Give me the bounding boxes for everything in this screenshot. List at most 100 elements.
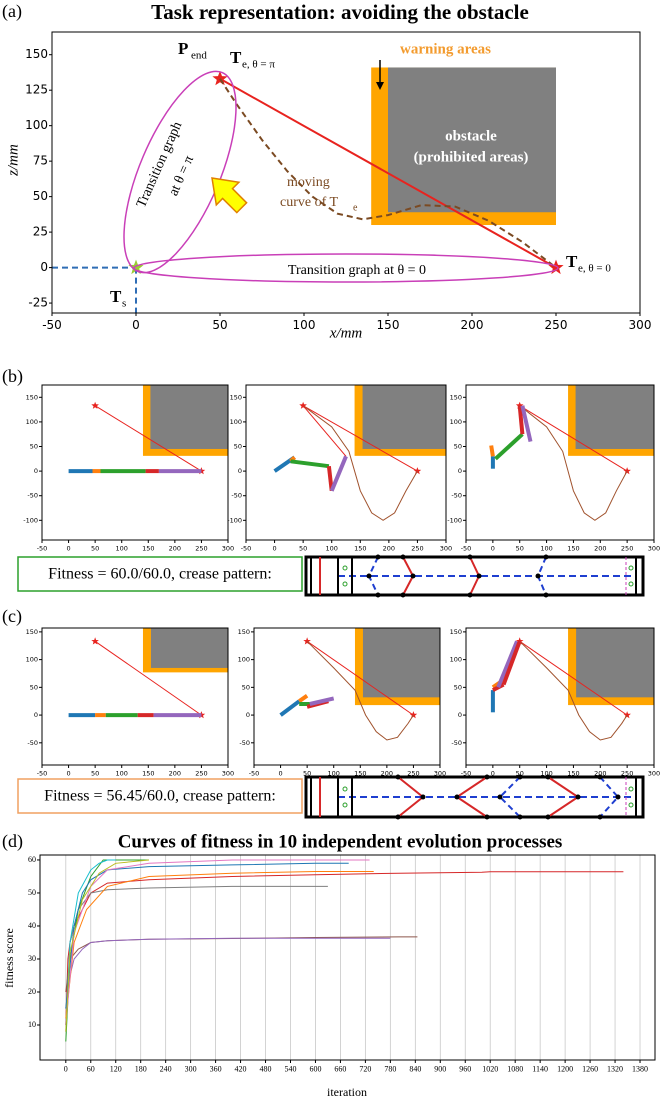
annotation: e [353, 202, 358, 213]
series-line [302, 405, 418, 472]
y-tick-label: -50 [27, 739, 38, 747]
crease-vertex [615, 794, 621, 800]
x-tick-label: 0 [67, 545, 71, 553]
crease-vertex [497, 794, 503, 800]
series-line [298, 694, 309, 703]
y-tick-label: 150 [450, 628, 462, 636]
crease-vertex [535, 573, 541, 579]
x-tick-label: 300 [648, 770, 660, 778]
y-tick-label: 125 [25, 83, 48, 97]
x-tick-label: 0 [279, 770, 283, 778]
x-tick-label: 250 [407, 770, 419, 778]
series-line [501, 640, 522, 686]
x-tick-label: 50 [212, 318, 227, 332]
crease-marker [342, 802, 348, 808]
obstacle-area [150, 385, 228, 449]
y-tick-label: -50 [451, 739, 462, 747]
x-tick-label: 1140 [532, 1064, 548, 1073]
crease-vertex [375, 592, 381, 598]
star-marker [91, 637, 99, 645]
x-tick-label: 300 [222, 545, 234, 553]
x-tick-label: 150 [567, 545, 579, 553]
series-line [519, 640, 628, 716]
y-tick-label: -25 [28, 296, 48, 310]
series-line [65, 859, 116, 1026]
x-tick-label: 1260 [582, 1064, 598, 1073]
x-tick-label: 660 [334, 1064, 346, 1073]
panel-label: (c) [2, 606, 22, 627]
x-axis-label: iteration [327, 1085, 367, 1099]
series-line [491, 682, 505, 692]
y-tick-label: 150 [26, 393, 38, 401]
crease-vertex [467, 554, 473, 560]
y-tick-label: 10 [28, 1020, 36, 1029]
star-marker [623, 467, 631, 475]
x-tick-label: 480 [260, 1064, 272, 1073]
panel-label: (b) [2, 366, 23, 387]
x-tick-label: 250 [621, 770, 633, 778]
x-tick-label: 780 [384, 1064, 396, 1073]
crease-vertex [420, 794, 426, 800]
series-line [219, 77, 557, 269]
x-tick-label: 0 [67, 770, 71, 778]
crease-vertex [517, 814, 523, 820]
crease-vertex [400, 592, 406, 598]
annotation: s [122, 298, 126, 310]
series-line [494, 432, 524, 461]
obstacle-area [150, 628, 228, 668]
crease-vertex [395, 814, 401, 820]
series-line [302, 405, 418, 521]
y-tick-label: 100 [26, 418, 38, 426]
annotations: P end T e, θ = π warning areas obstacle … [17, 39, 645, 820]
y-tick-label: 0 [458, 711, 462, 719]
obstacle-area [576, 628, 654, 698]
x-tick-label: 600 [309, 1064, 321, 1073]
series-line [489, 445, 495, 457]
y-tick-label: 0 [40, 260, 48, 274]
series-line [329, 455, 348, 492]
crease-vertex [484, 814, 490, 820]
y-tick-label: 100 [25, 118, 48, 132]
x-tick-label: -50 [461, 770, 472, 778]
x-tick-label: -50 [37, 770, 48, 778]
series-line [309, 696, 335, 706]
x-tick-label: 300 [648, 545, 660, 553]
y-axis-label: fitness score [2, 928, 16, 988]
crease-marker [628, 802, 634, 808]
x-tick-label: 100 [293, 318, 316, 332]
star-marker [515, 637, 524, 645]
series-line [519, 405, 628, 521]
crease-fold [599, 776, 620, 818]
series-line [219, 78, 557, 269]
annotation: obstacle [445, 128, 497, 144]
annotation: moving [287, 175, 330, 190]
y-tick-label: -100 [227, 516, 242, 524]
x-tick-label: 100 [540, 545, 552, 553]
x-tick-label: 300 [185, 1064, 197, 1073]
crease-vertex [517, 774, 523, 780]
x-tick-label: 250 [411, 545, 423, 553]
chart-title: Curves of fitness in 10 independent evol… [118, 831, 563, 852]
series-line [290, 459, 330, 469]
x-tick-label: 300 [434, 770, 446, 778]
y-tick-label: 0 [246, 711, 250, 719]
plot-frame [39, 854, 656, 1061]
fitness-text: Fitness = 60.0/60.0, crease pattern: [48, 566, 272, 583]
x-tick-label: 360 [210, 1064, 222, 1073]
plot-area [40, 855, 655, 1060]
panel-labels: (a) (b) (c) (d) [2, 1, 23, 852]
plot-frame [41, 627, 229, 766]
arrow [211, 177, 248, 214]
x-tick-label: 50 [91, 545, 99, 553]
x-tick-label: 100 [116, 545, 128, 553]
crease-marker [628, 581, 634, 587]
series-line [94, 405, 202, 472]
series-line [65, 871, 374, 1019]
x-tick-label: 50 [299, 545, 307, 553]
series-line [519, 640, 628, 741]
x-tick-label: 0 [273, 545, 277, 553]
x-tick-label: 100 [116, 770, 128, 778]
y-tick-label: 100 [238, 656, 250, 664]
x-axis-label: x/mm [329, 325, 363, 341]
crease-vertex [484, 774, 490, 780]
